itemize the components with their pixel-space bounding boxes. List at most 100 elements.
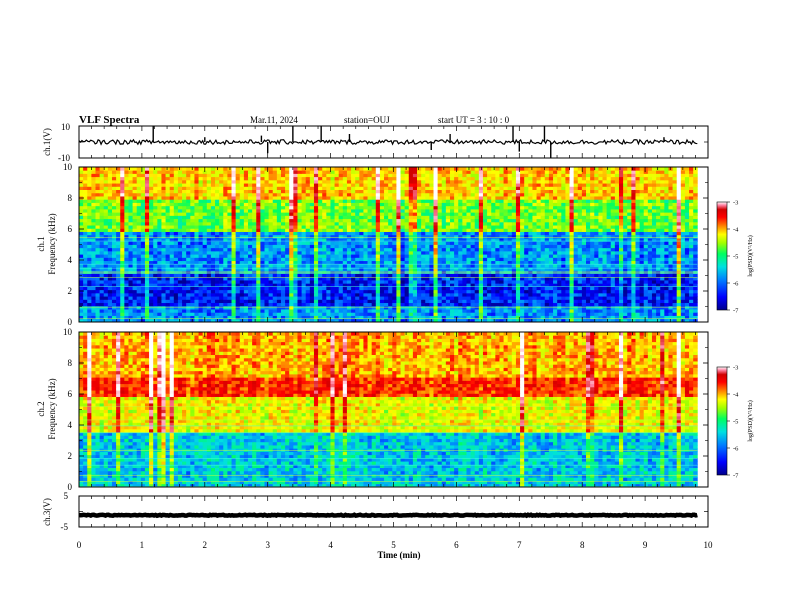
spectrogram-cell: [285, 234, 290, 239]
spectrogram-cell: [351, 283, 356, 287]
spectrogram-cell: [660, 302, 665, 307]
spectrogram-cell: [672, 225, 678, 229]
spectrogram-cell: [99, 241, 105, 245]
spectrogram-cell: [388, 276, 393, 281]
spectrogram-cell: [289, 299, 294, 304]
spectrogram-cell: [425, 234, 430, 239]
spectrogram-cell: [367, 296, 373, 300]
spectrogram-cell: [301, 305, 307, 310]
spectrogram-cell: [219, 315, 224, 320]
spectrogram-cell: [99, 225, 105, 229]
spectrogram-cell: [305, 318, 311, 323]
spectrogram-cell: [202, 263, 208, 268]
spectrogram-cell: [425, 292, 430, 297]
spectrogram-cell: [598, 254, 603, 258]
spectrogram-cell: [565, 218, 570, 223]
spectrogram-cell: [639, 231, 645, 236]
spectrogram-cell: [470, 218, 476, 223]
spectrogram-cell: [689, 305, 694, 310]
spectrogram-cell: [338, 299, 344, 304]
spectrogram-cell: [293, 260, 298, 265]
spectrogram-cell: [161, 244, 166, 249]
spectrogram-cell: [260, 241, 265, 245]
spectrogram-cell: [351, 280, 356, 284]
spectrogram-cell: [210, 299, 216, 304]
spectrogram-cell: [132, 286, 138, 291]
spectrogram-cell: [429, 221, 434, 226]
spectrogram-cell: [544, 247, 550, 252]
spectrogram-cell: [313, 221, 319, 226]
spectrogram-cell: [359, 292, 364, 297]
spectrogram-cell: [684, 254, 690, 258]
spectrogram-cell: [194, 289, 199, 294]
spectrogram-cell: [511, 247, 517, 252]
spectrogram-cell: [289, 312, 294, 316]
spectrogram-cell: [342, 318, 348, 323]
spectrogram-cell: [272, 244, 278, 249]
spectrogram-cell: [651, 221, 657, 226]
spectrogram-cell: [639, 299, 645, 304]
spectrogram-cell: [676, 267, 682, 271]
spectrogram-cell: [289, 296, 294, 300]
spectrogram-cell: [264, 296, 270, 300]
spectrogram-cell: [540, 228, 546, 232]
spectrogram-cell: [491, 234, 496, 239]
spectrogram-cell: [107, 305, 113, 310]
spectrogram-cell: [577, 218, 583, 223]
spectrogram-cell: [544, 280, 550, 284]
spectrogram-cell: [169, 273, 175, 278]
spectrogram-cell: [79, 292, 84, 297]
spectrogram-cell: [404, 231, 410, 236]
spectrogram-cell: [487, 305, 492, 310]
spectrogram-cell: [219, 218, 224, 223]
spectrogram-cell: [639, 267, 645, 271]
spectrogram-cell: [153, 241, 158, 245]
spectrogram-cell: [680, 276, 686, 281]
spectrogram-cell: [536, 286, 542, 291]
spectrogram-cell: [371, 263, 377, 268]
spectrogram-cell: [474, 309, 480, 313]
spectrogram-cell: [293, 221, 298, 226]
spectrogram-cell: [272, 305, 278, 310]
spectrogram-cell: [144, 267, 150, 271]
spectrogram-cell: [445, 280, 451, 284]
spectrogram-cell: [346, 238, 352, 242]
spectrogram-cell: [581, 234, 587, 239]
spectrogram-cell: [643, 283, 649, 287]
spectrogram-cell: [660, 305, 665, 310]
spectrogram-cell: [400, 305, 406, 310]
spectrogram-cell: [693, 234, 698, 239]
spectrogram-cell: [157, 234, 162, 239]
spectrogram-cell: [458, 238, 463, 242]
spectrogram-cell: [169, 296, 175, 300]
spectrogram-cell: [91, 273, 96, 278]
spectrogram-cell: [260, 234, 265, 239]
spectrogram-cell: [668, 267, 673, 271]
spectrogram-cell: [313, 296, 319, 300]
spectrogram-cell: [631, 267, 636, 271]
spectrogram-cell: [515, 244, 521, 249]
spectrogram-cell: [540, 312, 546, 316]
spectrogram-cell: [202, 234, 208, 239]
spectrogram-cell: [573, 312, 579, 316]
spectrogram-cell: [276, 305, 282, 310]
spectrogram-cell: [144, 218, 150, 223]
spectrogram-cell: [581, 283, 587, 287]
spectrogram-cell: [647, 257, 653, 262]
spectrogram-cell: [116, 257, 121, 262]
spectrogram-cell: [111, 212, 117, 216]
spectrogram-cell: [689, 318, 694, 323]
spectrogram-cell: [128, 228, 133, 232]
spectrogram-cell: [301, 263, 307, 268]
spectrogram-cell: [202, 221, 208, 226]
spectrogram-cell: [557, 263, 562, 268]
spectrogram-cell: [429, 238, 434, 242]
spectrogram-cell: [227, 296, 232, 300]
spectrogram-cell: [132, 309, 138, 313]
spectrogram-cell: [462, 215, 467, 220]
spectrogram-cell: [194, 296, 199, 300]
spectrogram-cell: [79, 267, 84, 271]
spectrogram-cell: [363, 250, 368, 255]
spectrogram-cell: [305, 299, 311, 304]
spectrogram-cell: [536, 280, 542, 284]
